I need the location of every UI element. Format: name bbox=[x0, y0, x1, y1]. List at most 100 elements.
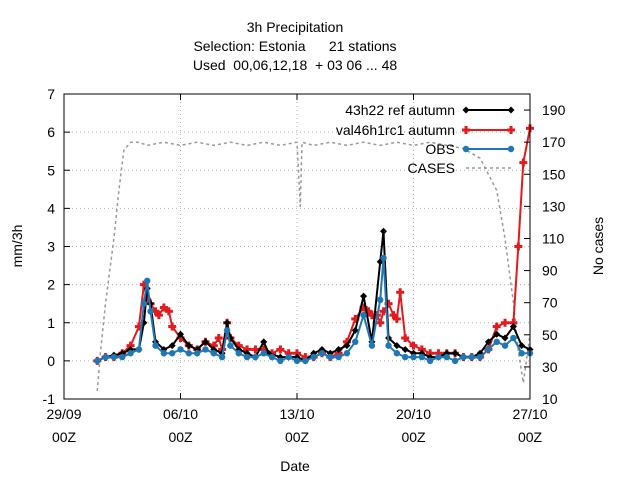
data-point bbox=[509, 323, 517, 331]
data-point bbox=[193, 350, 201, 357]
data-point bbox=[518, 350, 525, 357]
data-point bbox=[359, 306, 368, 309]
data-point bbox=[276, 347, 285, 351]
data-point bbox=[514, 245, 523, 248]
data-point bbox=[343, 350, 351, 357]
y2-tick-label: 190 bbox=[542, 102, 566, 118]
data-point bbox=[327, 353, 334, 361]
data-point bbox=[285, 353, 292, 361]
data-point bbox=[135, 346, 143, 353]
data-point bbox=[460, 353, 467, 361]
y-tick-label: 5 bbox=[47, 162, 55, 178]
series-line bbox=[96, 230, 531, 362]
data-point bbox=[119, 353, 126, 361]
y-axis-label: mm/3h bbox=[9, 225, 25, 268]
data-point bbox=[260, 338, 268, 346]
data-point bbox=[364, 309, 373, 313]
data-point bbox=[176, 336, 185, 340]
y2-tick-label: 70 bbox=[542, 295, 558, 311]
data-point bbox=[376, 321, 385, 325]
data-point bbox=[126, 344, 135, 348]
data-point bbox=[435, 353, 442, 361]
data-point bbox=[201, 338, 209, 346]
y-axis: -1 0 1 2 3 4 5 6 7 bbox=[43, 86, 70, 407]
x-tick-label: 20/10 bbox=[396, 406, 431, 422]
series-line bbox=[96, 128, 531, 362]
data-point bbox=[417, 347, 426, 351]
legend-marker bbox=[462, 128, 470, 132]
data-point bbox=[484, 338, 492, 346]
data-point bbox=[293, 357, 301, 365]
data-point bbox=[284, 351, 293, 355]
x-axis-label: Date bbox=[280, 458, 310, 474]
data-point bbox=[154, 313, 163, 317]
y-tick-label: 3 bbox=[47, 239, 55, 255]
legend-label-part: 43h22 bbox=[345, 102, 388, 118]
data-point bbox=[147, 308, 154, 315]
data-point bbox=[214, 336, 223, 340]
legend-label-part: val46h1rc1 bbox=[336, 122, 405, 138]
y2-axis-label: No cases bbox=[590, 217, 606, 275]
data-point bbox=[396, 290, 405, 294]
data-point bbox=[110, 353, 118, 361]
series-line bbox=[96, 141, 531, 392]
series-43h22-ref-autumn bbox=[93, 227, 534, 365]
data-point bbox=[243, 353, 251, 361]
y2-tick-label: 150 bbox=[542, 166, 566, 182]
data-point bbox=[384, 302, 393, 306]
data-point bbox=[127, 350, 134, 357]
data-point bbox=[510, 334, 517, 342]
data-point bbox=[301, 355, 310, 359]
x-tick-label: 06/10 bbox=[163, 406, 198, 422]
y2-tick-label: 50 bbox=[542, 327, 558, 343]
legend-item: 43h22 ref autumn bbox=[345, 102, 515, 118]
y2-tick-label: 90 bbox=[542, 263, 558, 279]
data-point bbox=[159, 306, 168, 309]
data-point bbox=[268, 353, 276, 361]
data-point bbox=[401, 336, 410, 340]
data-point bbox=[210, 350, 217, 357]
grid bbox=[64, 94, 530, 399]
data-point bbox=[164, 309, 173, 313]
data-point bbox=[243, 347, 252, 351]
legend-item: OBS bbox=[425, 141, 515, 157]
data-point bbox=[392, 317, 401, 321]
data-point bbox=[401, 353, 409, 361]
data-point bbox=[501, 342, 509, 349]
y-tick-label: 1 bbox=[47, 315, 55, 331]
x-tick-label: 13/10 bbox=[279, 406, 314, 422]
data-point bbox=[277, 357, 284, 365]
data-point bbox=[144, 277, 151, 285]
data-point bbox=[410, 353, 417, 361]
data-point bbox=[202, 346, 209, 353]
data-point bbox=[493, 330, 501, 338]
data-point bbox=[310, 353, 317, 361]
x-tick-label-time: 00Z bbox=[52, 429, 77, 445]
y-tick-label: -1 bbox=[43, 391, 56, 407]
y-tick-label: 0 bbox=[47, 353, 55, 369]
data-point bbox=[380, 227, 388, 235]
legend-label-part: a bbox=[404, 122, 416, 138]
data-point bbox=[385, 342, 392, 349]
data-point bbox=[485, 346, 492, 353]
data-point bbox=[227, 342, 234, 349]
series-layer bbox=[93, 124, 534, 392]
data-point bbox=[393, 342, 401, 350]
data-point bbox=[518, 342, 526, 350]
data-point bbox=[367, 313, 376, 317]
data-point bbox=[177, 330, 184, 338]
chart-title: 3h Precipitation Selection: Estonia 21 s… bbox=[193, 19, 398, 73]
legend-label-part: r bbox=[388, 102, 393, 118]
data-point bbox=[468, 353, 475, 361]
data-point bbox=[493, 338, 500, 346]
x-tick-label-time: 00Z bbox=[285, 429, 310, 445]
data-point bbox=[509, 321, 518, 325]
data-point bbox=[519, 161, 528, 165]
data-point bbox=[368, 342, 376, 349]
data-point bbox=[302, 357, 309, 365]
legend-label-part: a bbox=[404, 102, 416, 118]
data-point bbox=[360, 311, 367, 319]
data-point bbox=[501, 334, 509, 342]
data-point bbox=[168, 350, 176, 357]
